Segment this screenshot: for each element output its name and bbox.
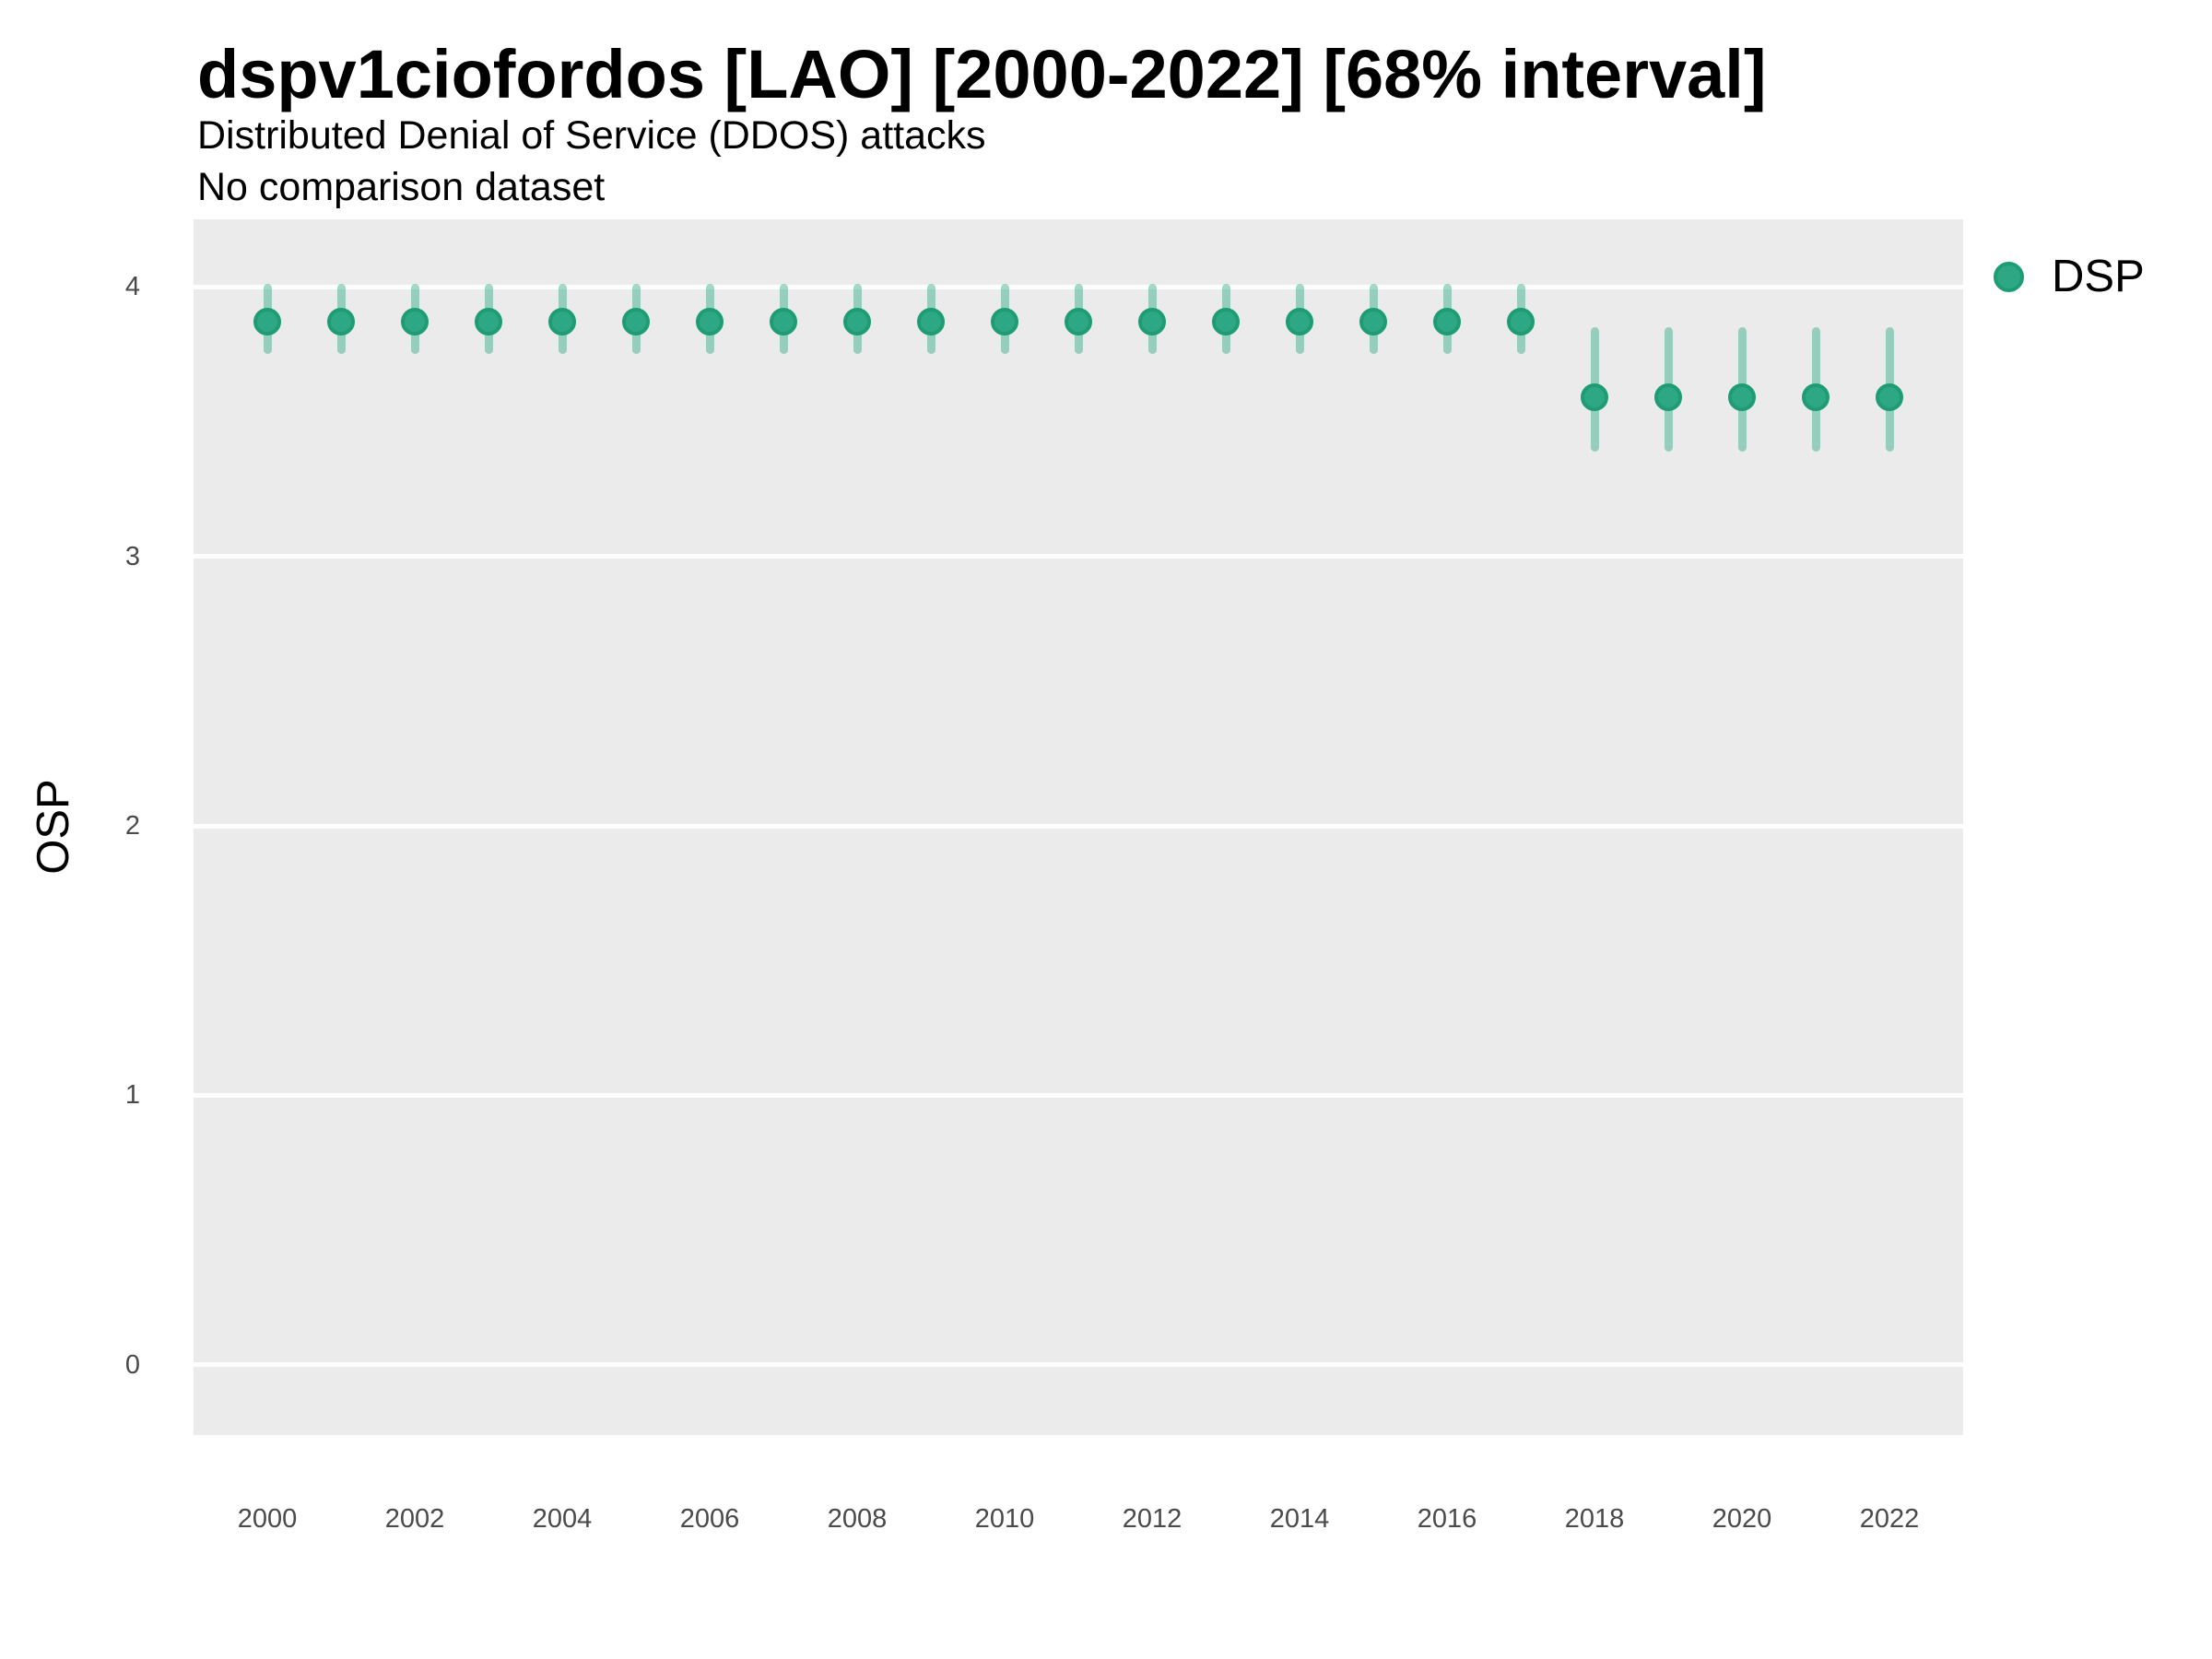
data-point-2005	[622, 308, 650, 336]
gridline-y-1	[194, 1092, 1963, 1098]
data-point-2018	[1581, 383, 1608, 412]
data-point-2014	[1286, 308, 1313, 336]
data-point-2004	[548, 308, 576, 336]
x-tick-label-2000: 2000	[237, 1504, 298, 1534]
data-point-2015	[1359, 308, 1387, 336]
chart-title: dspv1ciofordos [LAO] [2000-2022] [68% in…	[197, 36, 1767, 112]
data-point-2022	[1876, 383, 1903, 412]
data-point-2021	[1802, 383, 1830, 412]
y-tick-label-4: 4	[124, 272, 140, 302]
data-point-2010	[991, 308, 1018, 336]
x-tick-label-2018: 2018	[1564, 1504, 1625, 1534]
legend-dot-dsp	[1994, 261, 2024, 292]
data-point-2016	[1433, 308, 1461, 336]
data-point-2001	[327, 308, 355, 336]
x-tick-label-2010: 2010	[974, 1504, 1035, 1534]
x-tick-label-2016: 2016	[1417, 1504, 1477, 1534]
legend-label-dsp: DSP	[2052, 252, 2145, 301]
data-point-2009	[917, 308, 945, 336]
gridline-y-2	[194, 823, 1963, 829]
data-point-2011	[1065, 308, 1092, 336]
y-tick-label-2: 2	[124, 811, 140, 841]
y-axis-title: OSP	[29, 779, 78, 875]
plot-panel	[194, 219, 1963, 1435]
data-point-2017	[1507, 308, 1535, 336]
x-tick-label-2008: 2008	[827, 1504, 888, 1534]
x-tick-label-2022: 2022	[1859, 1504, 1920, 1534]
comparison-note: No comparison dataset	[197, 165, 606, 209]
data-point-2000	[253, 308, 281, 336]
y-tick-label-1: 1	[124, 1080, 140, 1111]
x-tick-label-2014: 2014	[1269, 1504, 1330, 1534]
data-point-2012	[1138, 308, 1166, 336]
x-tick-label-2020: 2020	[1712, 1504, 1772, 1534]
x-tick-label-2002: 2002	[384, 1504, 445, 1534]
gridline-y-3	[194, 554, 1963, 559]
data-point-2008	[843, 308, 871, 336]
x-tick-label-2012: 2012	[1122, 1504, 1182, 1534]
gridline-y-4	[194, 284, 1963, 289]
x-tick-label-2006: 2006	[679, 1504, 740, 1534]
data-point-2020	[1728, 383, 1756, 412]
data-point-2007	[770, 308, 797, 336]
data-point-2019	[1654, 383, 1682, 412]
legend: DSP	[1994, 249, 2145, 304]
x-tick-label-2004: 2004	[532, 1504, 593, 1534]
chart-subtitle: Distributed Denial of Service (DDOS) att…	[197, 113, 986, 158]
y-tick-label-3: 3	[124, 541, 140, 571]
data-point-2003	[475, 308, 502, 336]
data-point-2006	[696, 308, 724, 336]
gridline-y-0	[194, 1362, 1963, 1368]
data-point-2002	[401, 308, 429, 336]
data-point-2013	[1212, 308, 1240, 336]
y-tick-label-0: 0	[124, 1349, 140, 1380]
